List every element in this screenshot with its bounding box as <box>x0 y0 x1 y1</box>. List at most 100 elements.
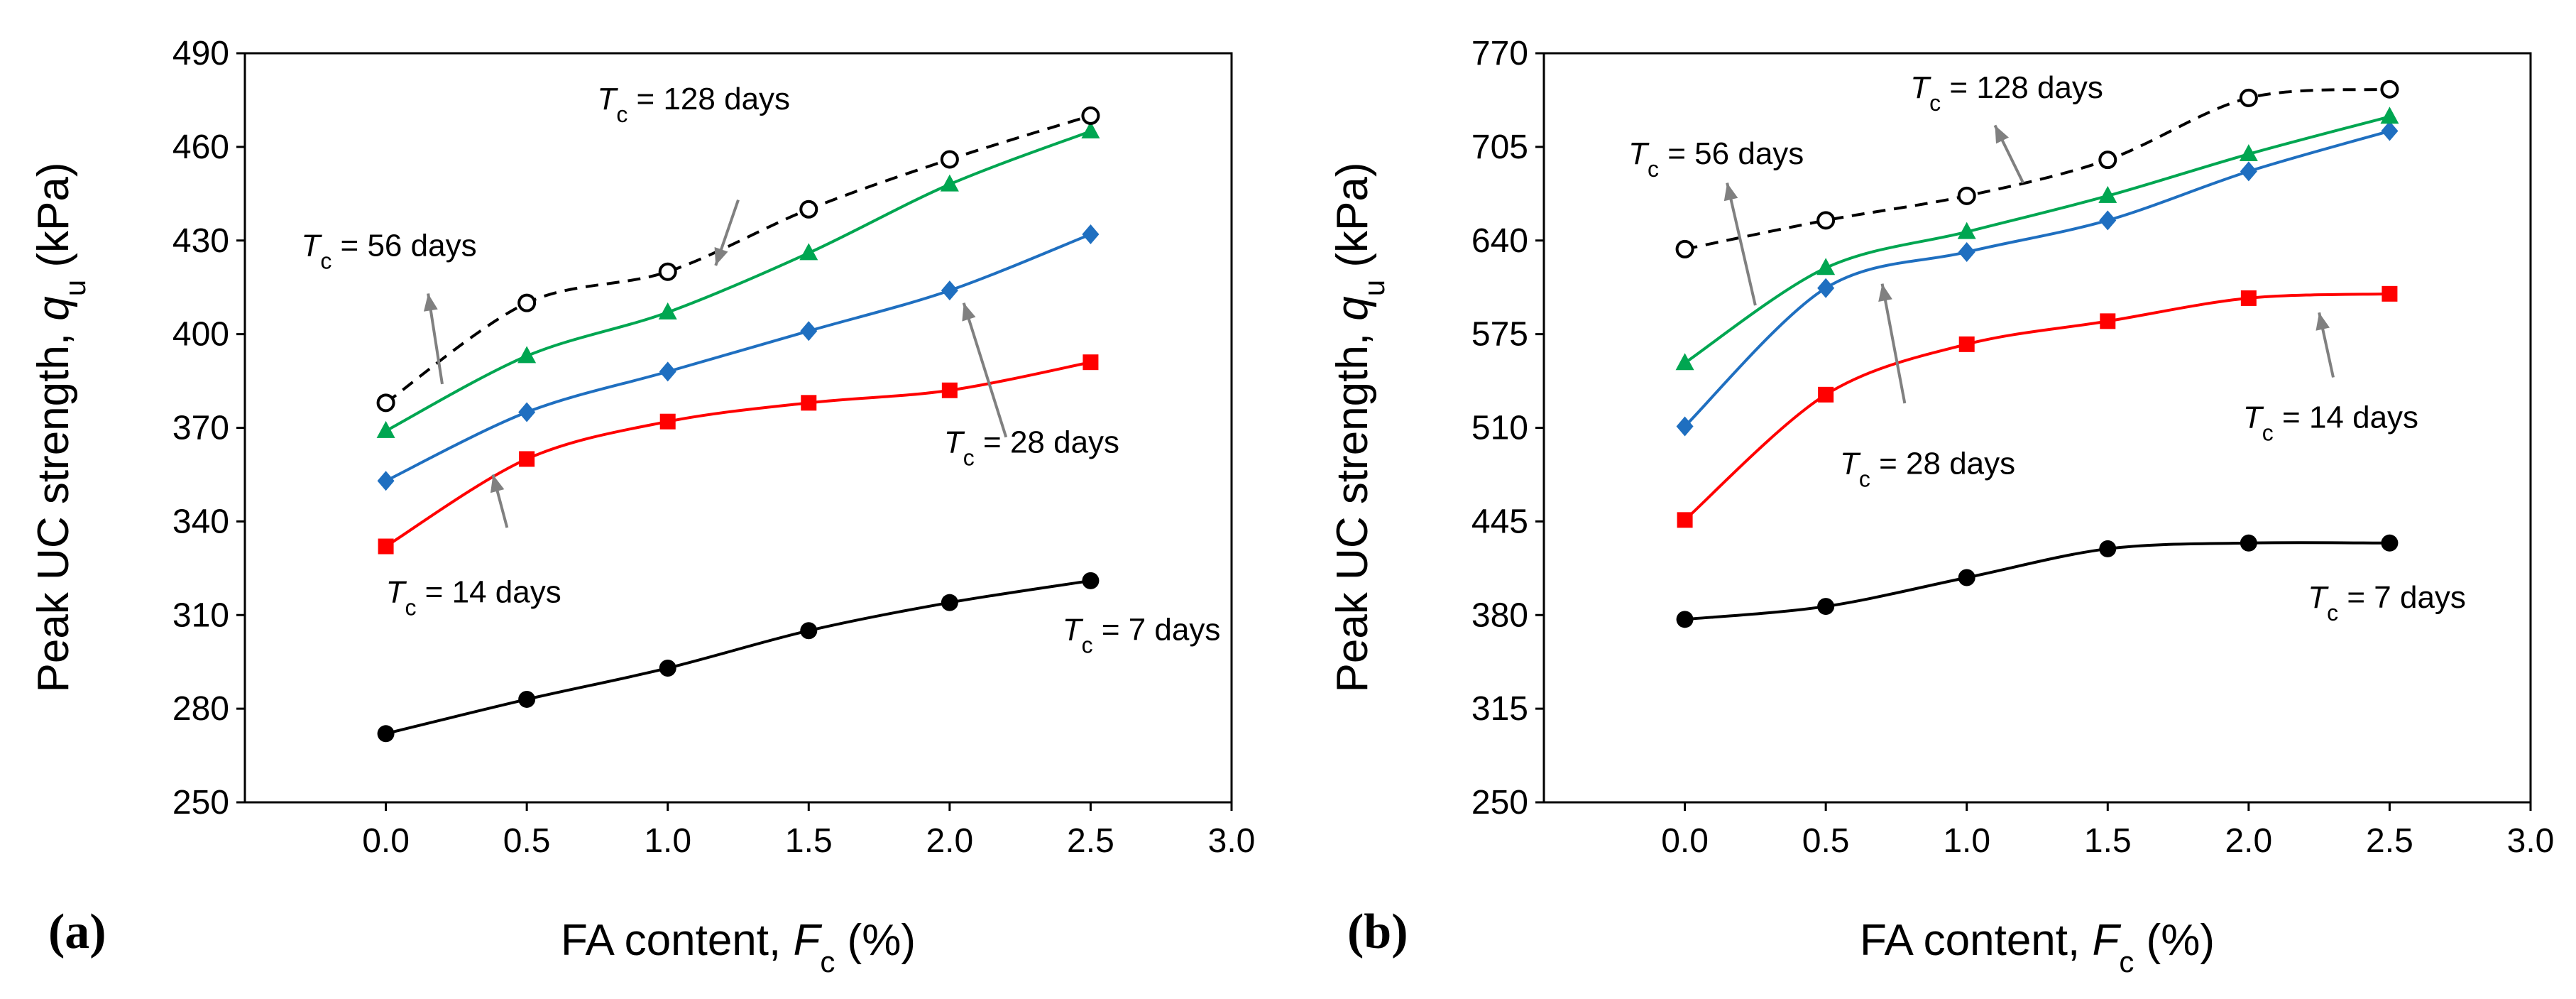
series-line <box>1684 541 2390 621</box>
series-line <box>385 114 1092 404</box>
data-point <box>2240 290 2257 306</box>
data-point <box>941 280 958 301</box>
x-tick-label: 2.0 <box>926 822 973 860</box>
x-tick-label: 2.5 <box>1067 822 1114 860</box>
data-point <box>2381 534 2399 552</box>
x-tick-label: 2.0 <box>2225 822 2272 860</box>
data-point <box>2381 121 2399 141</box>
annotation-arrowhead <box>1995 125 2009 144</box>
panel-a-y-axis-label: Peak UC strength, qu (kPa) <box>29 163 92 693</box>
panel-b-series <box>1675 80 2399 628</box>
data-point <box>2098 151 2117 170</box>
panel-b-label: (b) <box>1347 905 1408 959</box>
y-tick-label: 250 <box>172 784 229 821</box>
panel-a-x-ticks: 0.0 0.5 1.0 1.5 2.0 2.5 3.0 <box>362 802 1255 860</box>
panel-a-annotations: Tc = 128 days Tc = 56 days Tc = 28 days Tc … <box>301 82 1220 657</box>
annotation-arrowhead <box>1878 283 1892 302</box>
y-tick-label: 340 <box>172 503 229 540</box>
y-tick-label: 315 <box>1471 690 1528 728</box>
y-tick-label: 445 <box>1471 503 1528 540</box>
data-point <box>941 382 958 398</box>
y-tick-label: 770 <box>1471 35 1528 72</box>
data-point <box>1817 278 1835 298</box>
data-point <box>376 393 395 413</box>
data-point <box>658 302 677 320</box>
data-point <box>1676 416 1694 437</box>
y-tick-label: 640 <box>1471 222 1528 260</box>
annotation-arrowhead <box>423 293 438 312</box>
x-tick-label: 0.5 <box>1802 822 1850 860</box>
data-point <box>517 293 537 312</box>
data-point <box>801 395 817 411</box>
series-line <box>385 233 1092 483</box>
panel-b-y-ticks: 250 315 380 445 510 575 640 705 770 <box>1471 35 1544 821</box>
data-point <box>799 243 818 261</box>
y-tick-label: 400 <box>172 316 229 354</box>
data-point <box>1817 598 1835 616</box>
data-point <box>1675 353 1694 371</box>
data-point <box>518 690 536 708</box>
x-tick-label: 0.5 <box>503 822 551 860</box>
series-line <box>385 579 1091 736</box>
series-line <box>1684 292 2390 521</box>
panel-b-x-ticks: 0.0 0.5 1.0 1.5 2.0 2.5 3.0 <box>1661 802 2554 860</box>
data-point <box>1816 211 1836 230</box>
panel-b-annotations: Tc = 128 days Tc = 56 days Tc = 28 days Tc … <box>1628 70 2466 626</box>
data-point <box>1676 611 1694 628</box>
data-point <box>377 725 395 743</box>
y-tick-label: 490 <box>172 35 229 72</box>
y-tick-label: 460 <box>172 129 229 166</box>
annotation-arrowhead <box>2315 312 2330 331</box>
x-tick-label: 0.0 <box>1661 822 1709 860</box>
y-tick-label: 250 <box>1471 784 1528 821</box>
x-tick-label: 1.0 <box>1943 822 1990 860</box>
series-line <box>385 361 1091 548</box>
x-tick-label: 0.0 <box>362 822 410 860</box>
data-point <box>940 174 959 192</box>
annotation-label: Tc = 128 days <box>1910 70 2103 116</box>
data-point <box>799 200 818 219</box>
data-point <box>1958 336 1975 352</box>
data-point <box>1957 186 1976 205</box>
panel-a-label: (a) <box>48 905 106 959</box>
data-point <box>378 538 394 555</box>
data-point <box>2099 210 2117 231</box>
y-tick-label: 430 <box>172 222 229 260</box>
data-point <box>1958 241 1975 262</box>
data-point <box>800 622 818 640</box>
data-point <box>517 346 537 364</box>
y-tick-label: 705 <box>1471 129 1528 166</box>
data-point <box>658 262 677 281</box>
annotation-label: Tc = 128 days <box>597 82 790 127</box>
x-tick-label: 3.0 <box>2507 822 2555 860</box>
data-point <box>2098 185 2117 203</box>
panel-a: 250 280 310 340 370 400 430 460 490 0.0 0.5 1.0 1.5… <box>29 35 1255 978</box>
data-point <box>376 420 395 438</box>
annotation-arrowhead <box>714 246 728 266</box>
data-point <box>1081 106 1100 125</box>
annotation-arrow-line <box>1726 182 1757 306</box>
panel-b-x-axis-label: FA content, Fc (%) <box>1860 916 2215 978</box>
data-point <box>1082 224 1100 244</box>
panel-b: 250 315 380 445 510 575 640 705 770 0.0 0.5 1.0 1.5… <box>1328 35 2554 978</box>
panel-b-y-axis-label: Peak UC strength, qu (kPa) <box>1328 163 1391 693</box>
series-line <box>1684 129 2390 427</box>
y-tick-label: 280 <box>172 690 229 728</box>
y-tick-label: 370 <box>172 410 229 447</box>
annotation-arrowhead <box>1723 182 1738 202</box>
panel-a-series <box>376 106 1100 743</box>
data-point <box>800 321 818 342</box>
annotation-label: Tc = 14 days <box>2243 400 2418 446</box>
annotation-label: Tc = 7 days <box>1063 612 1221 657</box>
annotation-label: Tc = 56 days <box>301 229 476 274</box>
x-tick-label: 1.0 <box>644 822 691 860</box>
x-tick-label: 1.5 <box>785 822 833 860</box>
series-line <box>1684 87 2390 251</box>
annotation-label: Tc = 56 days <box>1628 136 1804 182</box>
data-point <box>940 150 959 169</box>
data-point <box>2239 144 2258 162</box>
x-tick-label: 3.0 <box>1208 822 1256 860</box>
x-tick-label: 2.5 <box>2366 822 2413 860</box>
data-point <box>659 659 676 677</box>
